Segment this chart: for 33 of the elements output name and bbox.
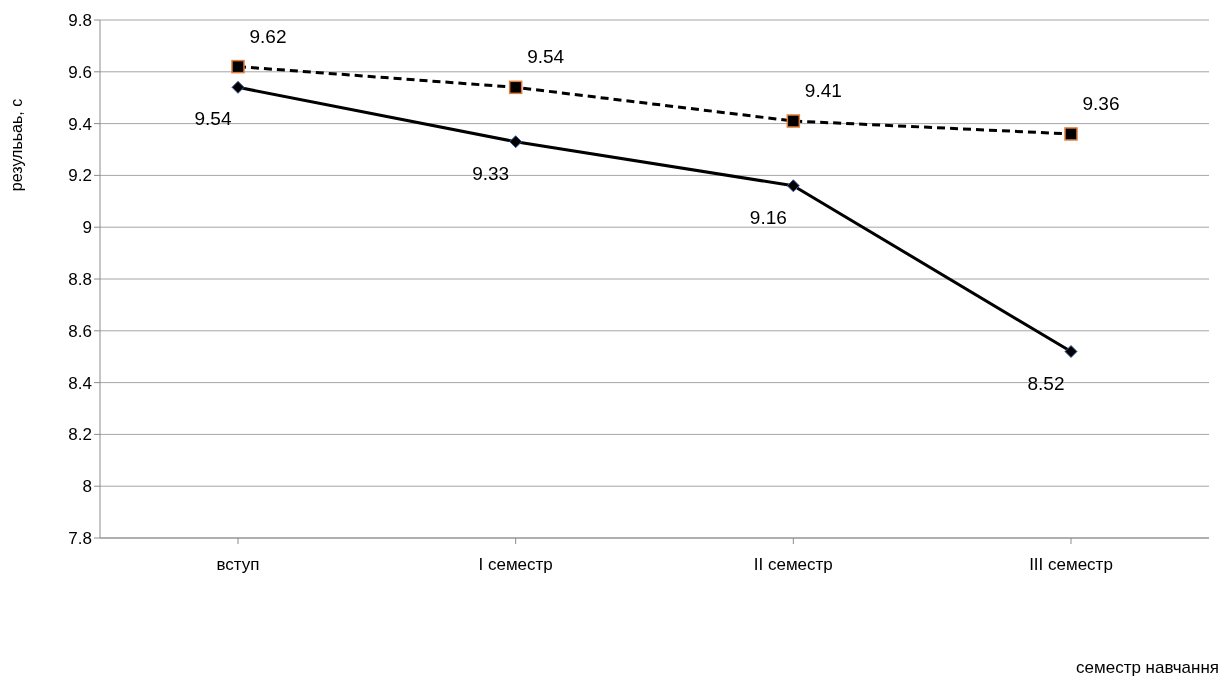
point bbox=[786, 179, 800, 193]
x-tick-label: I семестр bbox=[478, 555, 553, 575]
data-label: 9.33 bbox=[472, 162, 510, 184]
x-tick-label: III семестр bbox=[1029, 555, 1113, 575]
data-label: 9.62 bbox=[249, 25, 287, 47]
y-tick-label: 8.2 bbox=[68, 425, 92, 445]
y-tick-label: 7.8 bbox=[68, 529, 92, 549]
point bbox=[231, 80, 245, 94]
x-tick-label: II семестр bbox=[753, 555, 833, 575]
y-axis-title: резулььаь, с bbox=[8, 98, 26, 192]
x-axis-title: семестр навчання bbox=[1076, 658, 1219, 678]
x-tick-label: вступ bbox=[216, 555, 260, 575]
point bbox=[231, 59, 245, 74]
point bbox=[1064, 345, 1078, 359]
y-tick-label: 8.8 bbox=[68, 270, 92, 290]
y-tick-label: 9 bbox=[82, 218, 92, 238]
data-label: 9.54 bbox=[194, 108, 232, 130]
y-tick-label: 8.6 bbox=[68, 321, 92, 341]
data-label: 9.54 bbox=[527, 46, 565, 68]
y-tick-label: 9.6 bbox=[68, 62, 92, 82]
data-label: 8.52 bbox=[1027, 372, 1065, 394]
data-label: 9.36 bbox=[1082, 92, 1120, 114]
data-label: 9.41 bbox=[804, 80, 842, 102]
y-tick-label: 9.4 bbox=[68, 114, 92, 134]
y-tick-label: 8 bbox=[82, 477, 92, 497]
data-label: 9.16 bbox=[749, 206, 787, 228]
y-tick-label: 8.4 bbox=[68, 373, 92, 393]
point bbox=[1064, 127, 1078, 141]
point bbox=[508, 80, 523, 95]
point bbox=[509, 135, 523, 149]
y-tick-label: 9.2 bbox=[68, 166, 92, 186]
point bbox=[786, 114, 801, 128]
y-tick-label: 9.8 bbox=[68, 11, 92, 31]
